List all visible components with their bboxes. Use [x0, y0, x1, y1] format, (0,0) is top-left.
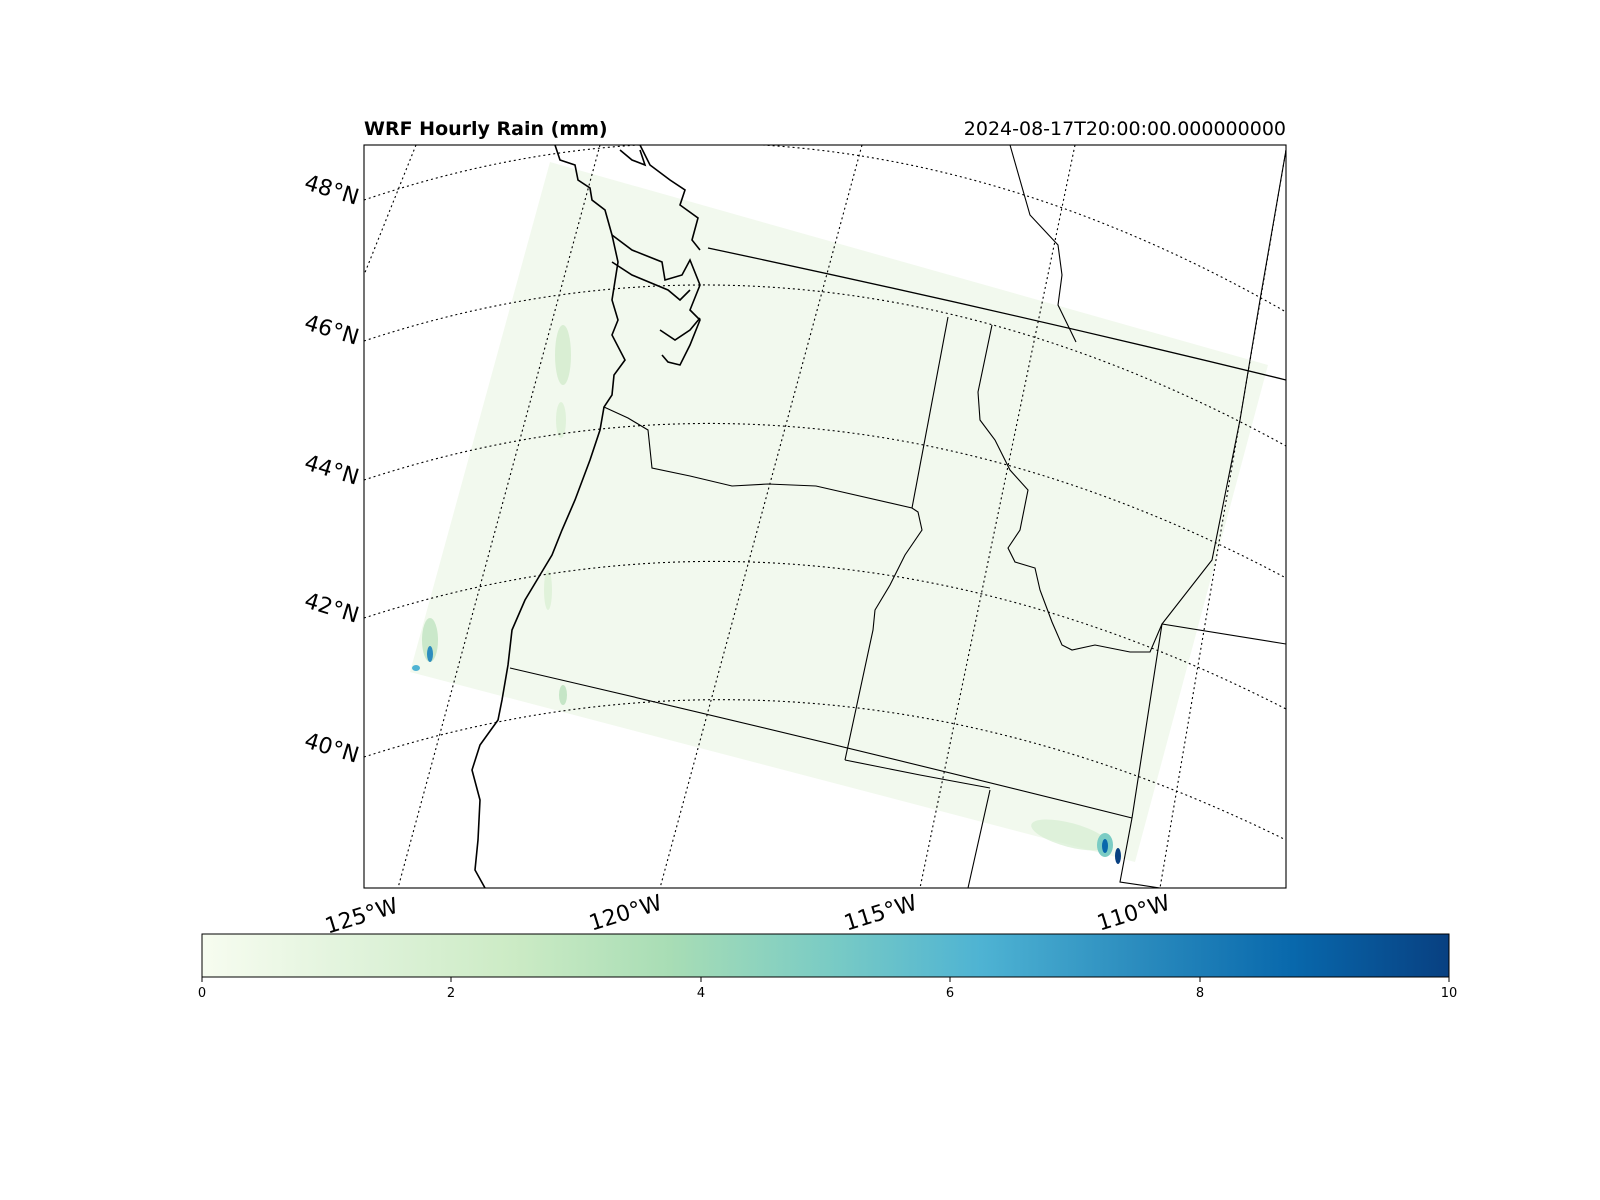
wrf-domain: [410, 162, 1268, 862]
colorbar: [201, 933, 1450, 978]
map-frame: [363, 144, 1287, 889]
colorbar-tick-6: 6: [945, 986, 955, 1001]
rain-cells: [412, 325, 1121, 864]
map-area: [364, 145, 1286, 888]
coastline: [471, 145, 701, 888]
colorbar-tick-10: 10: [1440, 986, 1458, 1001]
graticule-lon: [364, 145, 1286, 888]
map-title: WRF Hourly Rain (mm): [364, 118, 608, 140]
colorbar-ticks: [201, 977, 1450, 982]
colorbar-tick-0: 0: [197, 986, 207, 1001]
colorbar-tick-2: 2: [446, 986, 456, 1001]
graticule-lat: [364, 145, 1286, 841]
timestamp: 2024-08-17T20:00:00.000000000: [963, 118, 1286, 140]
country-border: [707, 247, 1286, 381]
colorbar-tick-4: 4: [696, 986, 706, 1001]
state-borders: [509, 145, 1286, 888]
colorbar-tick-8: 8: [1195, 986, 1205, 1001]
